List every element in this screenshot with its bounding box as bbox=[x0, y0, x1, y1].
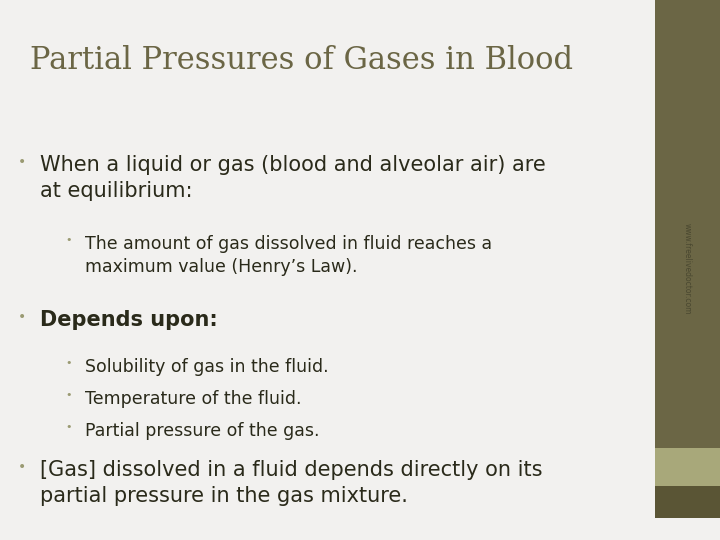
Text: •: • bbox=[65, 358, 71, 368]
Text: www.freelivedoctor.com: www.freelivedoctor.com bbox=[683, 223, 692, 315]
Text: •: • bbox=[18, 460, 26, 474]
Text: •: • bbox=[18, 310, 26, 324]
Text: When a liquid or gas (blood and alveolar air) are
at equilibrium:: When a liquid or gas (blood and alveolar… bbox=[40, 155, 546, 200]
Bar bbox=[655, 0, 720, 448]
Text: Temperature of the fluid.: Temperature of the fluid. bbox=[85, 390, 302, 408]
Bar bbox=[655, 448, 720, 486]
Text: Solubility of gas in the fluid.: Solubility of gas in the fluid. bbox=[85, 358, 328, 376]
Text: Partial Pressures of Gases in Blood: Partial Pressures of Gases in Blood bbox=[30, 45, 573, 76]
Text: •: • bbox=[65, 235, 71, 245]
Text: Depends upon:: Depends upon: bbox=[40, 310, 217, 330]
Bar bbox=[655, 486, 720, 518]
Text: The amount of gas dissolved in fluid reaches a
maximum value (Henry’s Law).: The amount of gas dissolved in fluid rea… bbox=[85, 235, 492, 276]
Text: [Gas] dissolved in a fluid depends directly on its
partial pressure in the gas m: [Gas] dissolved in a fluid depends direc… bbox=[40, 460, 542, 505]
Text: •: • bbox=[65, 422, 71, 432]
Text: Partial pressure of the gas.: Partial pressure of the gas. bbox=[85, 422, 320, 440]
Text: •: • bbox=[65, 390, 71, 400]
Text: •: • bbox=[18, 155, 26, 169]
